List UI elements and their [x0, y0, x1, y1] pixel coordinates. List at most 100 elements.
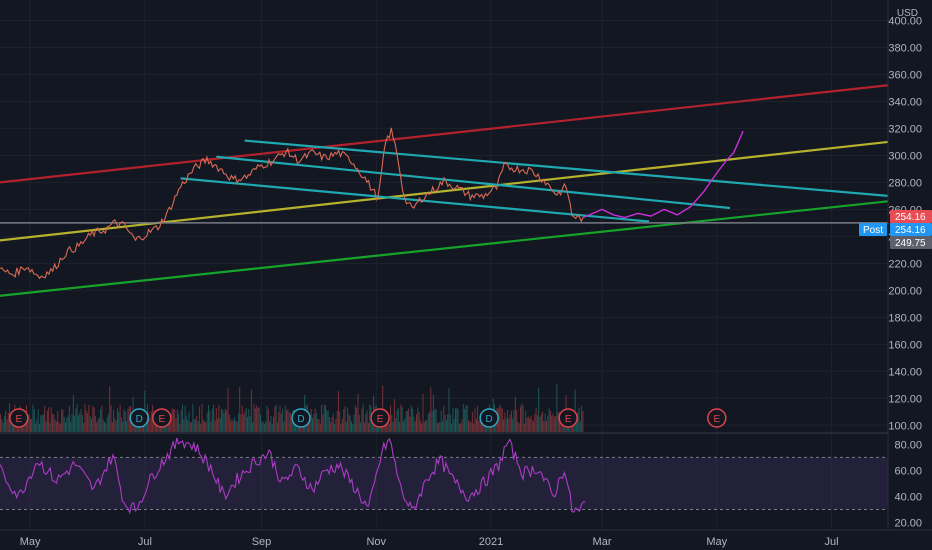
volume-bar [555, 416, 557, 432]
time-tick-label: Jul [825, 536, 839, 548]
volume-bar [258, 407, 260, 432]
volume-bar [348, 414, 350, 432]
trendlines[interactable] [0, 84, 889, 297]
volume-bar [126, 421, 128, 432]
volume-bar [0, 414, 1, 432]
volume-bar [79, 412, 81, 432]
volume-bar [575, 423, 577, 432]
volume-bar [28, 414, 30, 432]
volume-bar [447, 414, 449, 432]
volume-bar [422, 393, 424, 432]
volume-bar [410, 405, 412, 432]
volume-bar [401, 406, 403, 432]
volume-bar [288, 412, 290, 432]
volume-bar [45, 420, 47, 432]
volume-bar [387, 416, 389, 432]
projection-line[interactable] [582, 130, 744, 219]
event-marker-earnings[interactable]: E [370, 408, 390, 428]
volume-bar [102, 419, 104, 432]
volume-bar [63, 416, 65, 432]
volume-bar [339, 411, 341, 432]
volume-bar [396, 410, 398, 432]
volume-bar [535, 407, 537, 432]
volume-bar [117, 408, 118, 432]
volume-bar [481, 423, 482, 432]
volume-bar [362, 404, 364, 432]
volume-bar [347, 407, 349, 432]
volume-bar [466, 405, 468, 432]
volume-bar [57, 411, 59, 432]
trendline [216, 155, 731, 210]
volume-bar [445, 420, 447, 432]
volume-bar [366, 410, 368, 432]
volume-bar [41, 414, 43, 432]
volume-bar [263, 423, 265, 432]
event-marker-earnings[interactable]: E [707, 408, 727, 428]
volume-bar [249, 416, 251, 432]
volume-bar [215, 408, 217, 432]
volume-bar [234, 417, 235, 432]
event-marker-dividend[interactable]: D [291, 408, 311, 428]
rsi-axis-ticks[interactable]: 80.00 60.00 40.00 20.00 [894, 439, 922, 529]
volume-bar [208, 405, 209, 432]
trendline [0, 200, 889, 297]
volume-bar [52, 414, 53, 432]
volume-bar [365, 413, 367, 432]
volume-bar [33, 409, 35, 432]
volume-bar [390, 405, 391, 432]
price-tick-label: 120.00 [888, 393, 922, 405]
volume-bar [432, 394, 434, 432]
volume-bar [574, 389, 576, 432]
volume-bar [3, 415, 5, 432]
price-tick-label: 300.00 [888, 150, 922, 162]
volume-bar [6, 419, 8, 432]
volume-bar [458, 423, 460, 432]
volume-bar [171, 408, 173, 432]
volume-bar [93, 407, 95, 432]
volume-bar [462, 404, 464, 432]
volume-bar [269, 421, 271, 432]
volume-bar [257, 408, 259, 432]
volume-bar [50, 407, 52, 432]
event-marker-earnings[interactable]: E [558, 408, 578, 428]
event-marker-dividend[interactable]: D [129, 408, 149, 428]
volume-bar [334, 423, 336, 432]
volume-bar [323, 404, 325, 432]
price-tick-label: 280.00 [888, 177, 922, 189]
volume-bar [67, 415, 69, 432]
volume-bar [65, 422, 66, 432]
volume-bar [414, 421, 416, 432]
volume-bar [546, 421, 547, 432]
volume-bar [412, 408, 414, 432]
event-marker-dividend[interactable]: D [479, 408, 499, 428]
volume-bar [451, 423, 453, 432]
volume-bar [442, 421, 443, 432]
volume-bar [76, 404, 78, 432]
volume-bar [243, 414, 245, 432]
event-marker-earnings[interactable]: E [9, 408, 29, 428]
volume-bar [540, 414, 542, 432]
volume-bar [115, 420, 117, 432]
volume-bar [55, 421, 57, 432]
volume-bar [7, 412, 9, 432]
event-marker-earnings[interactable]: E [152, 408, 172, 428]
volume-bar [71, 414, 73, 432]
volume-bar [504, 412, 506, 432]
volume-bar [265, 421, 267, 432]
volume-bar [101, 405, 103, 432]
volume-bar [408, 408, 410, 432]
volume-bar [94, 415, 96, 432]
volume-bar [317, 419, 319, 432]
volume-bar [434, 409, 436, 432]
time-axis-labels[interactable]: May Jul Sep Nov 2021 Mar May Jul [20, 536, 839, 548]
volume-bar [2, 422, 4, 432]
volume-bar [553, 416, 555, 432]
volume-bar [335, 419, 337, 432]
volume-bar [520, 406, 521, 432]
rsi-tick-label: 20.00 [894, 517, 922, 529]
volume-bar [84, 404, 86, 432]
volume-bar [48, 407, 50, 432]
volume-bar [400, 404, 402, 432]
